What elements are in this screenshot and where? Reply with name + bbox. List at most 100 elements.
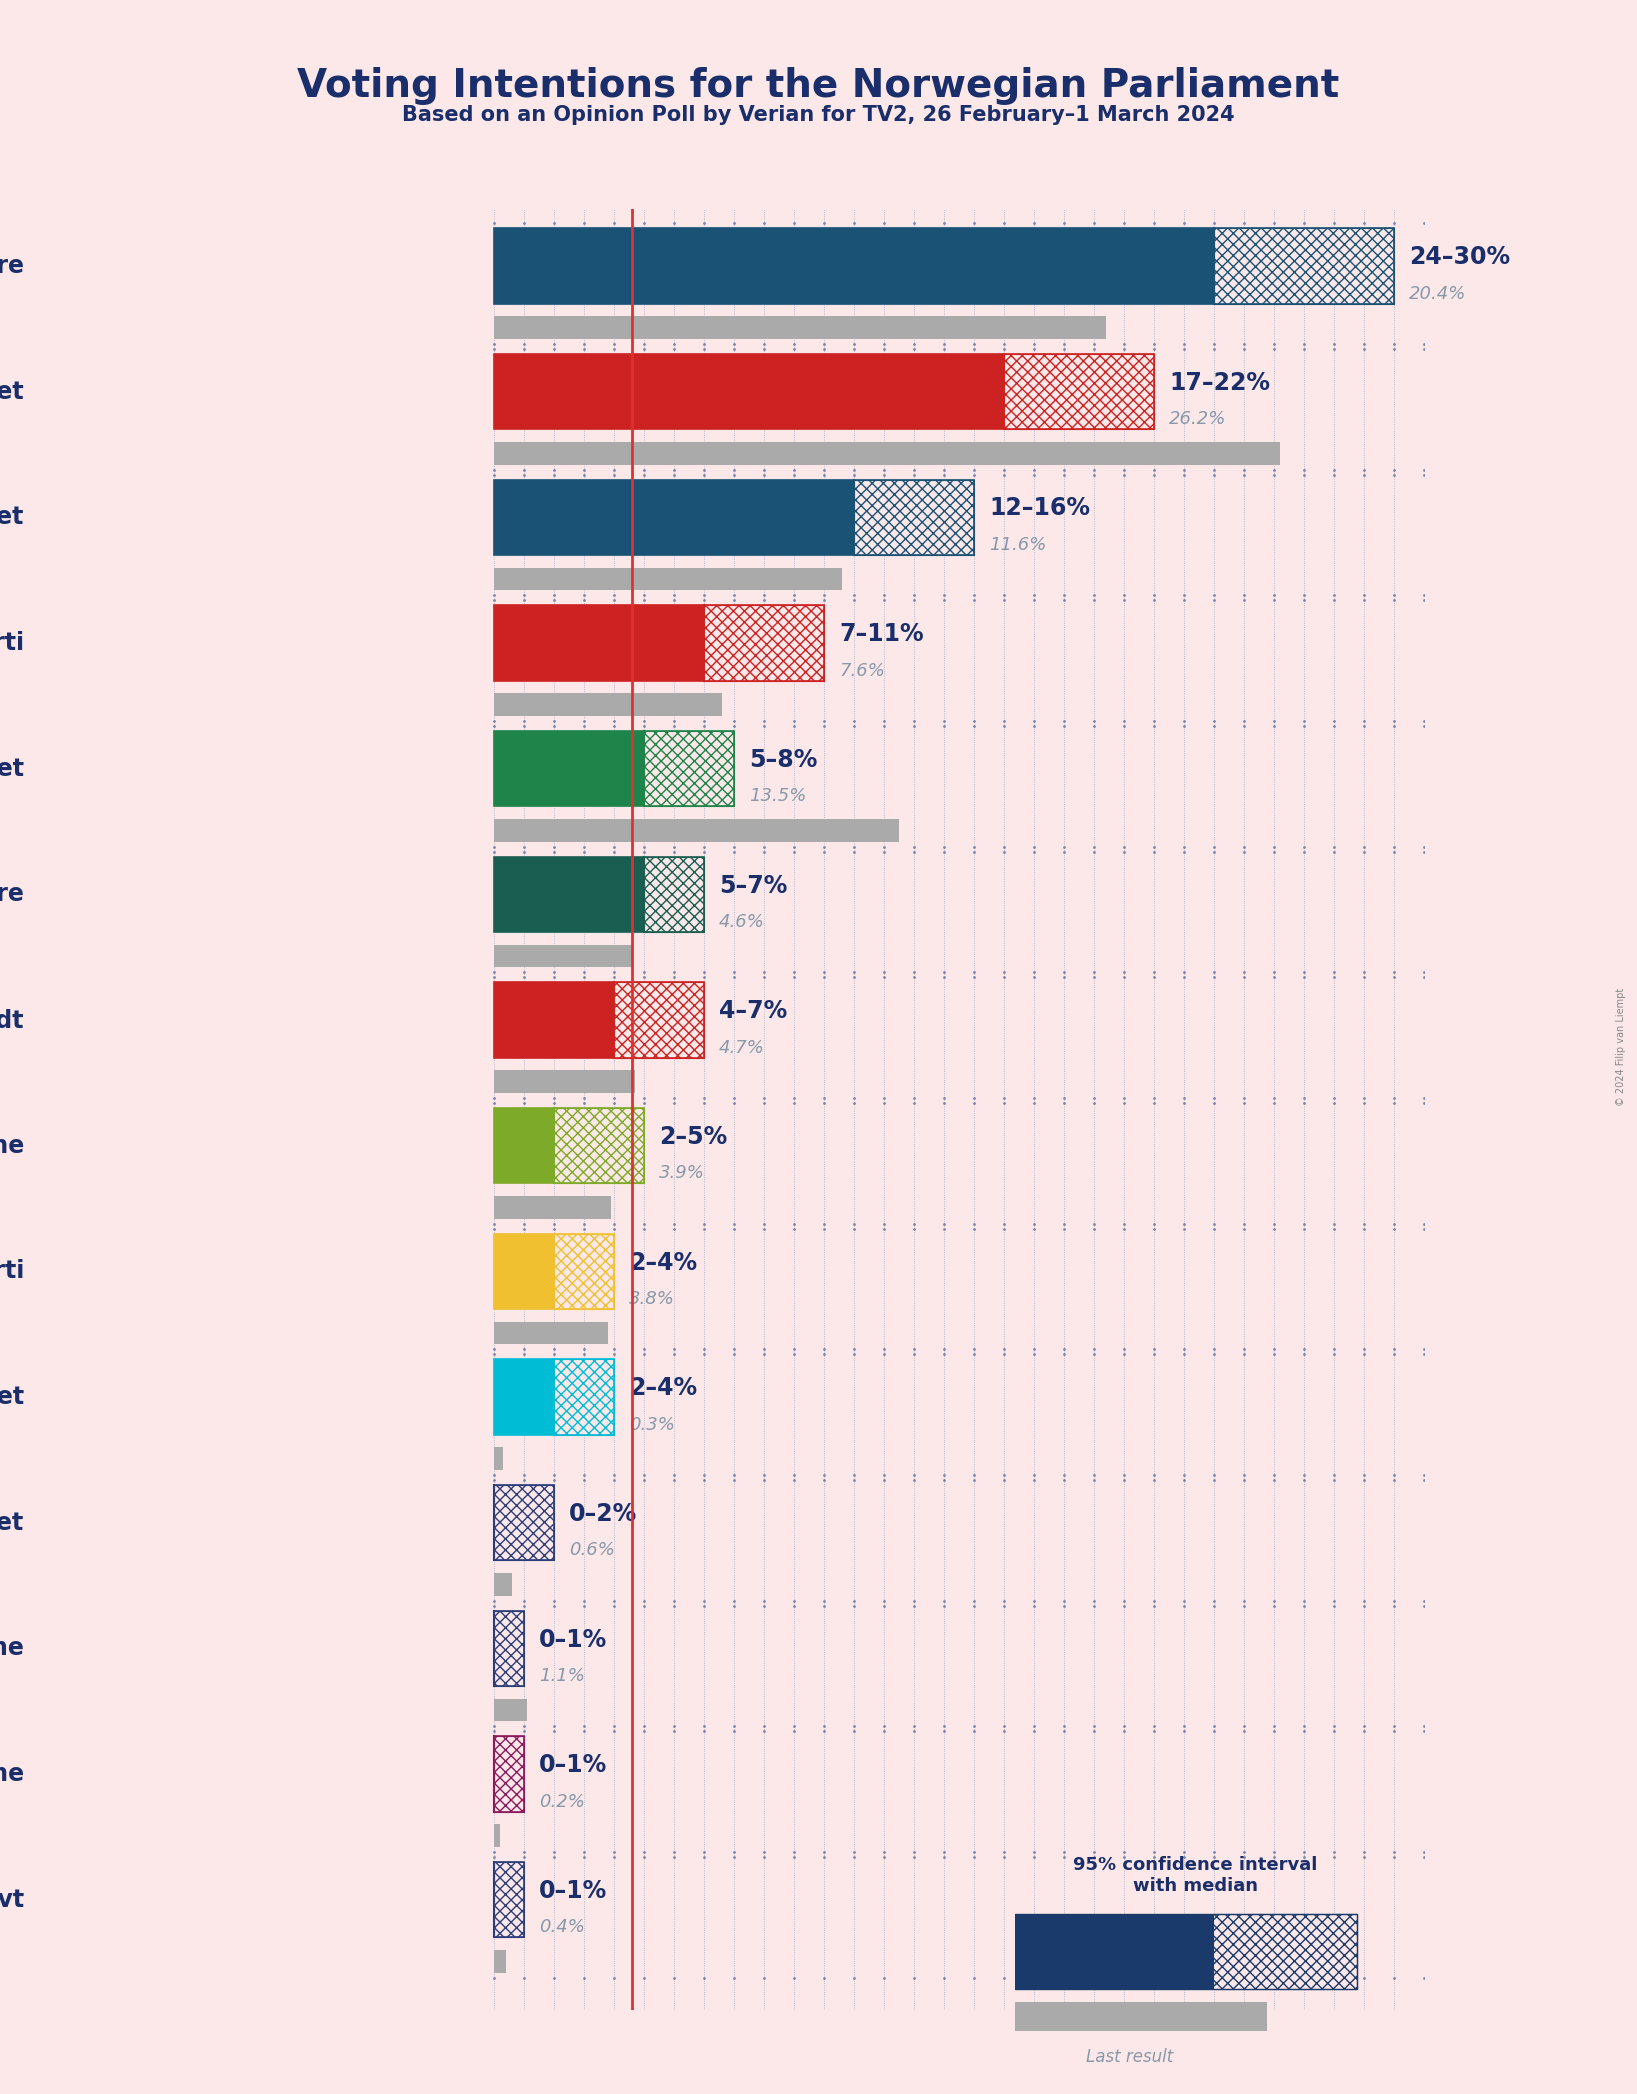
Bar: [494, 982, 704, 1057]
Bar: [494, 1321, 607, 1344]
Bar: [1213, 1914, 1357, 1989]
Bar: [494, 982, 704, 1057]
Text: Liberalistene: Liberalistene: [0, 1761, 25, 1786]
Bar: [1015, 1914, 1213, 1989]
Text: 7–11%: 7–11%: [840, 622, 923, 647]
Text: 0.2%: 0.2%: [539, 1792, 584, 1811]
Bar: [553, 1233, 614, 1309]
Bar: [1015, 2002, 1267, 2031]
Text: Pensjonistpartiet: Pensjonistpartiet: [0, 1510, 25, 1535]
Text: Venstre: Venstre: [0, 882, 25, 907]
Text: 2–4%: 2–4%: [629, 1250, 697, 1275]
Bar: [494, 1447, 503, 1470]
Bar: [494, 567, 841, 591]
Bar: [494, 856, 704, 932]
Text: © 2024 Filip van Liempt: © 2024 Filip van Liempt: [1616, 988, 1626, 1106]
Text: 17–22%: 17–22%: [1169, 371, 1270, 396]
Bar: [494, 1862, 524, 1937]
Text: 24–30%: 24–30%: [1409, 245, 1511, 270]
Text: Fremskrittspartiet: Fremskrittspartiet: [0, 505, 25, 530]
Bar: [494, 354, 1154, 429]
Text: 13.5%: 13.5%: [750, 787, 807, 806]
Bar: [494, 1485, 553, 1560]
Bar: [494, 1359, 614, 1434]
Bar: [494, 1233, 614, 1309]
Text: Konservativt: Konservativt: [0, 1887, 25, 1912]
Text: Industri- og Næringspartiet: Industri- og Næringspartiet: [0, 1384, 25, 1409]
Bar: [494, 605, 823, 681]
Text: 0–1%: 0–1%: [539, 1878, 607, 1903]
Bar: [1015, 1914, 1357, 1989]
Bar: [494, 856, 704, 932]
Text: 0–2%: 0–2%: [570, 1501, 637, 1527]
Bar: [494, 1108, 643, 1183]
Bar: [704, 605, 823, 681]
Text: Norgesdemokratene: Norgesdemokratene: [0, 1635, 25, 1661]
Bar: [494, 1233, 614, 1309]
Text: 20.4%: 20.4%: [1409, 285, 1467, 304]
Bar: [1215, 228, 1395, 304]
Text: Voting Intentions for the Norwegian Parliament: Voting Intentions for the Norwegian Parl…: [298, 67, 1339, 105]
Text: 95% confidence interval
with median: 95% confidence interval with median: [1072, 1855, 1318, 1895]
Bar: [494, 731, 733, 806]
Bar: [494, 1824, 499, 1847]
Bar: [494, 442, 1280, 465]
Bar: [494, 1573, 512, 1596]
Text: Based on an Opinion Poll by Verian for TV2, 26 February–1 March 2024: Based on an Opinion Poll by Verian for T…: [403, 105, 1234, 126]
Bar: [494, 354, 1154, 429]
Bar: [494, 1485, 553, 1560]
Bar: [494, 1485, 553, 1560]
Text: 7.6%: 7.6%: [840, 662, 886, 681]
Text: 26.2%: 26.2%: [1169, 410, 1226, 429]
Bar: [494, 228, 1395, 304]
Text: 3.9%: 3.9%: [660, 1164, 706, 1183]
Bar: [494, 1862, 524, 1937]
Text: 0.4%: 0.4%: [539, 1918, 584, 1937]
Bar: [494, 480, 974, 555]
Bar: [553, 1359, 614, 1434]
Text: 5–7%: 5–7%: [719, 873, 787, 898]
Text: Senterpartiet: Senterpartiet: [0, 756, 25, 781]
Bar: [494, 1610, 524, 1686]
Text: 2–5%: 2–5%: [660, 1124, 727, 1150]
Text: 2–4%: 2–4%: [629, 1376, 697, 1401]
Bar: [494, 693, 722, 716]
Text: 12–16%: 12–16%: [989, 496, 1090, 521]
Text: 5–8%: 5–8%: [750, 748, 817, 773]
Bar: [494, 731, 733, 806]
Text: Miljøpartiet De Grønne: Miljøpartiet De Grønne: [0, 1133, 25, 1158]
Text: 3.8%: 3.8%: [629, 1290, 674, 1309]
Bar: [494, 944, 632, 967]
Bar: [494, 1610, 524, 1686]
Text: Sosialistisk Venstreparti: Sosialistisk Venstreparti: [0, 630, 25, 655]
Text: Høyre: Høyre: [0, 253, 25, 279]
Bar: [494, 316, 1107, 339]
Bar: [855, 480, 974, 555]
Text: 0.3%: 0.3%: [629, 1416, 674, 1434]
Bar: [494, 228, 1395, 304]
Text: Last result: Last result: [1085, 2048, 1174, 2067]
Bar: [494, 1359, 614, 1434]
Bar: [494, 1736, 524, 1811]
Text: Arbeiderpartiet: Arbeiderpartiet: [0, 379, 25, 404]
Text: 0.6%: 0.6%: [570, 1541, 616, 1560]
Bar: [494, 1610, 524, 1686]
Bar: [494, 1862, 524, 1937]
Text: 4.6%: 4.6%: [719, 913, 764, 932]
Bar: [1003, 354, 1154, 429]
Bar: [494, 480, 974, 555]
Text: Rødt: Rødt: [0, 1007, 25, 1032]
Text: 11.6%: 11.6%: [989, 536, 1046, 555]
Text: 0–1%: 0–1%: [539, 1753, 607, 1778]
Text: 0–1%: 0–1%: [539, 1627, 607, 1652]
Bar: [643, 856, 704, 932]
Bar: [643, 731, 733, 806]
Bar: [494, 1736, 524, 1811]
Bar: [614, 982, 704, 1057]
Bar: [494, 1070, 635, 1093]
Bar: [494, 1196, 611, 1219]
Bar: [494, 819, 899, 842]
Bar: [553, 1108, 643, 1183]
Bar: [494, 1108, 643, 1183]
Text: 4.7%: 4.7%: [719, 1039, 764, 1057]
